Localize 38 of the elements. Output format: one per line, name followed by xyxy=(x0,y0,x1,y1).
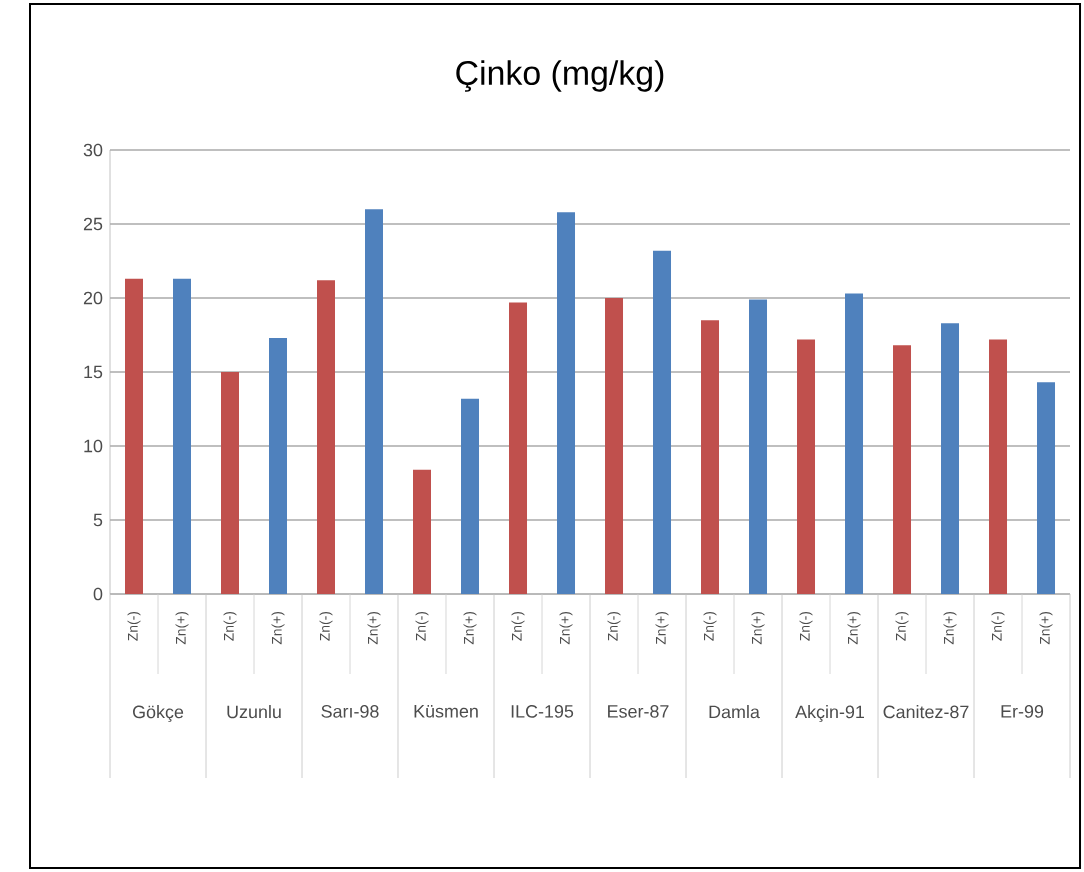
bar xyxy=(509,302,528,594)
bar xyxy=(701,320,720,594)
y-tick-label: 20 xyxy=(83,291,103,305)
bar xyxy=(845,293,864,594)
x-tick-label: Er-99 xyxy=(1001,705,1044,718)
bar xyxy=(173,278,191,594)
bar xyxy=(365,209,383,594)
y-tick-label: 25 xyxy=(83,217,103,231)
x-tick-label: Eser-87 xyxy=(608,705,669,718)
bar xyxy=(317,280,335,594)
y-tick-label: 10 xyxy=(84,439,103,453)
bar xyxy=(893,345,912,594)
bar xyxy=(221,372,239,594)
bar xyxy=(989,339,1008,594)
bar xyxy=(797,339,816,594)
bar xyxy=(1037,382,1056,594)
bar xyxy=(269,337,287,594)
bar xyxy=(461,398,480,594)
bar xyxy=(413,469,431,594)
bar xyxy=(653,250,672,594)
bar xyxy=(557,212,576,594)
x-tick-label: ILC-195 xyxy=(511,705,574,718)
bar xyxy=(941,323,960,594)
y-tick-label: 0 xyxy=(93,587,103,601)
x-tick-label: Akçin-91 xyxy=(795,705,864,722)
y-tick-label: 15 xyxy=(84,365,103,379)
x-tick-label: Küsmen xyxy=(414,705,478,718)
x-tick-label: Damla xyxy=(709,705,760,719)
x-tick-label: Canitez-87 xyxy=(883,705,969,719)
bar xyxy=(749,299,768,594)
x-tick-label: Sarı-98 xyxy=(321,705,379,718)
chart-title: Çinko (mg/kg) xyxy=(456,60,664,92)
x-tick-label: Uzunlu xyxy=(227,705,281,719)
x-tick-label: Gökçe xyxy=(132,705,184,722)
y-tick-label: 30 xyxy=(83,143,103,157)
bar xyxy=(605,298,624,594)
bar xyxy=(125,278,143,594)
y-tick-label: 5 xyxy=(93,513,103,527)
